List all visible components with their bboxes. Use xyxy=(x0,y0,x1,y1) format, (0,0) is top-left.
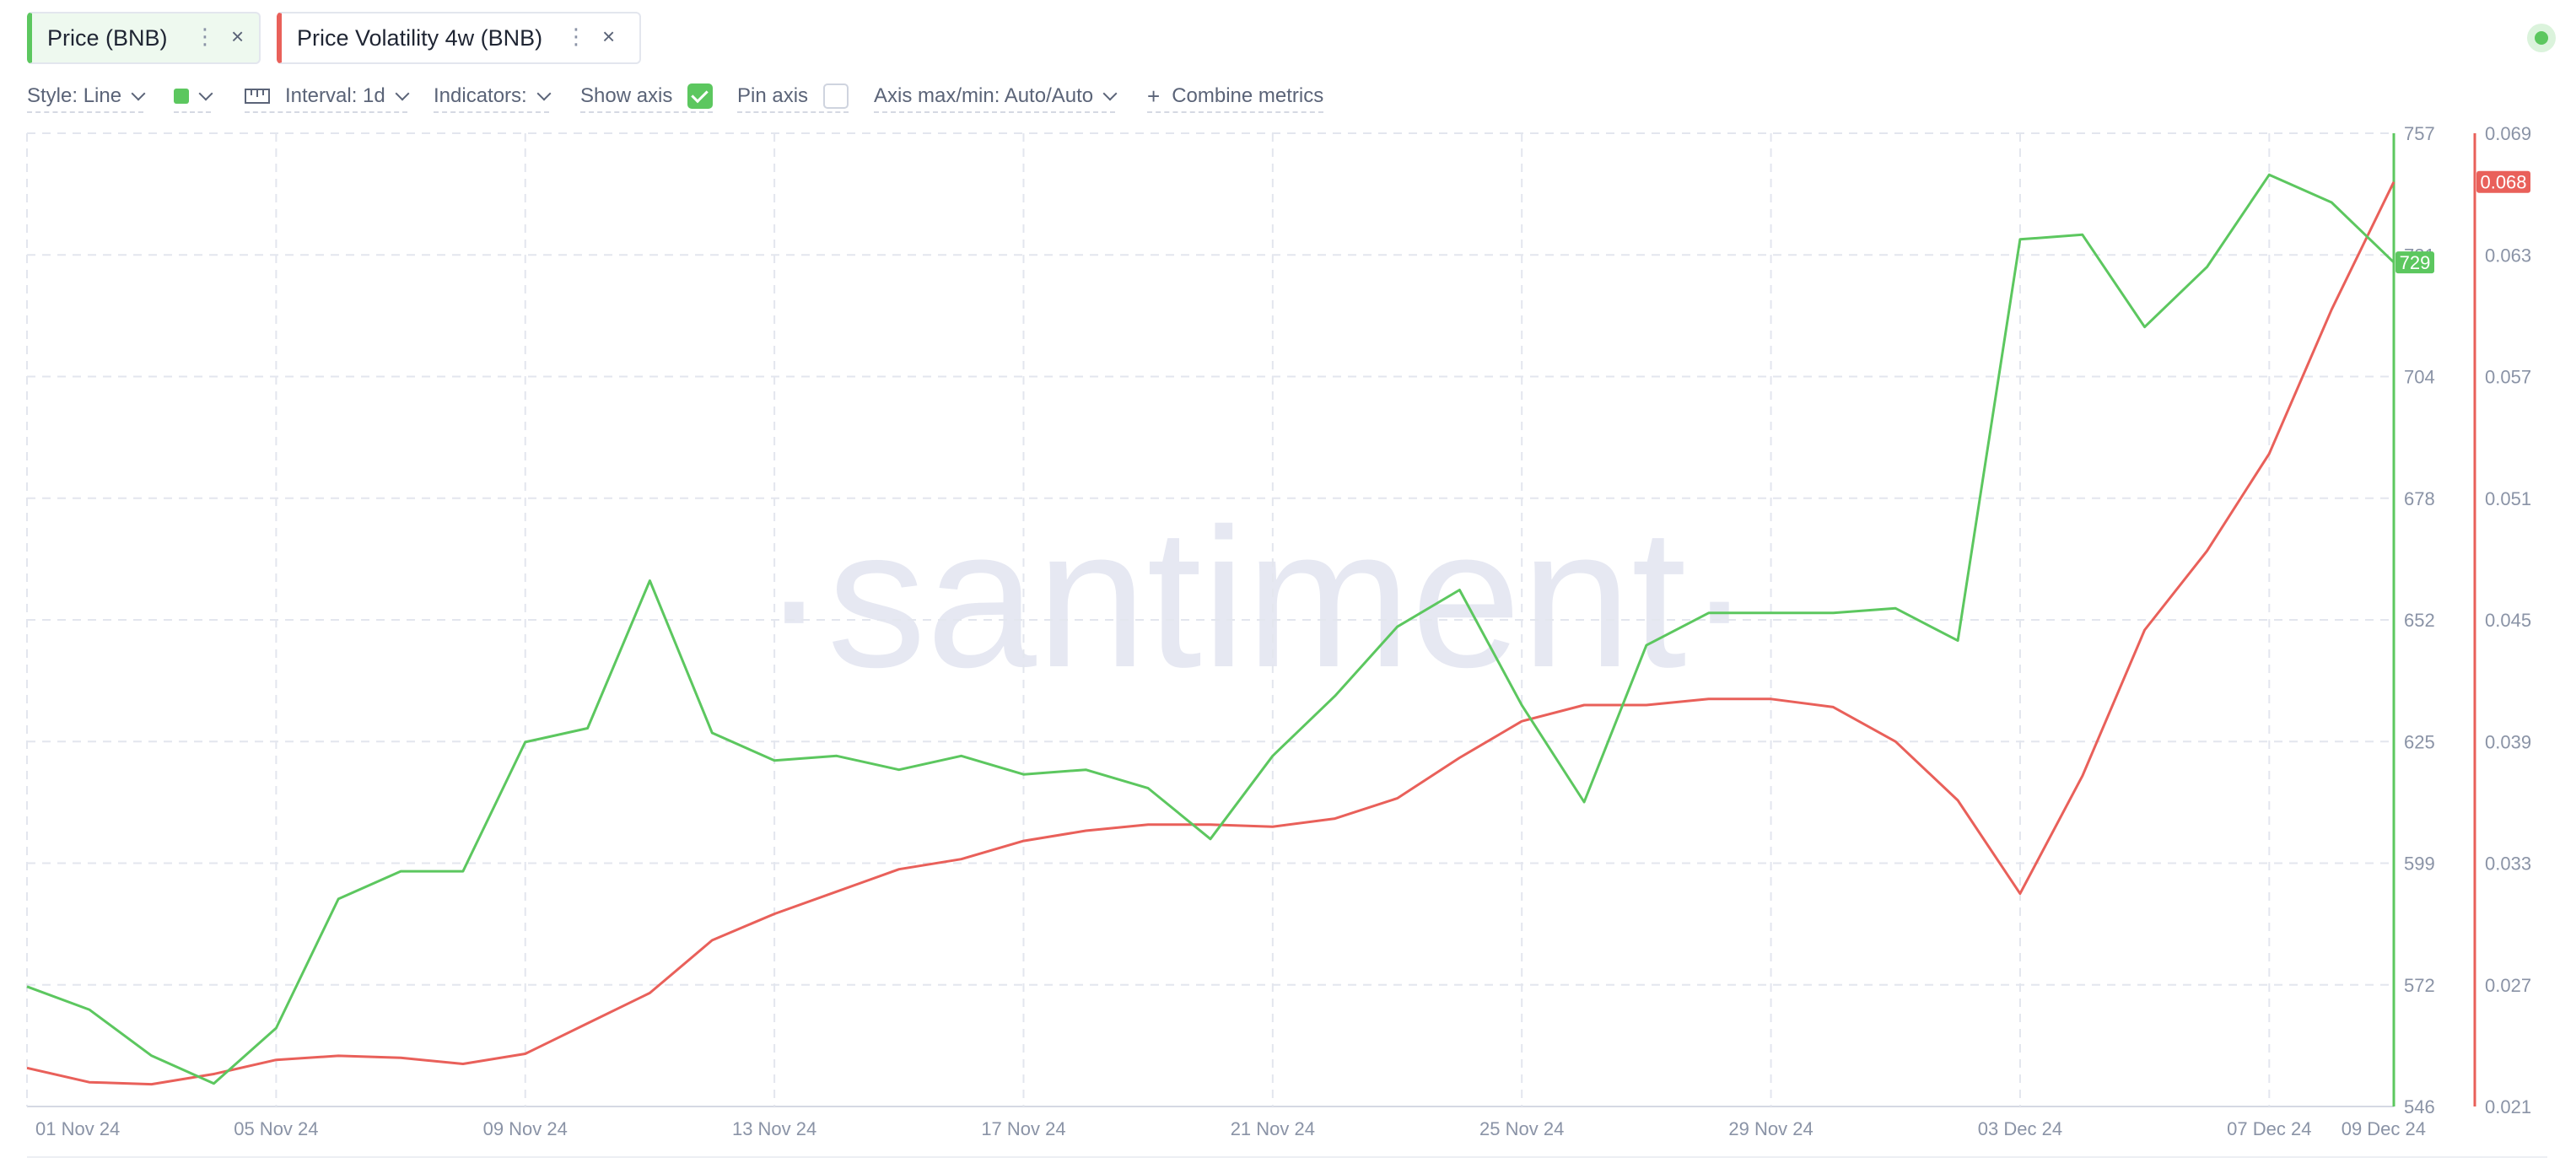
x-axis-tick-label: 29 Nov 24 xyxy=(1728,1118,1813,1139)
left-axis-tick-label: 625 xyxy=(2404,731,2435,752)
ruler-icon xyxy=(245,89,270,104)
metric-tab-label: Price Volatility 4w (BNB) xyxy=(297,24,543,51)
x-axis-tick-label: 01 Nov 24 xyxy=(35,1118,120,1139)
combine-metrics-label: Combine metrics xyxy=(1172,84,1324,107)
left-axis-tick-label: 757 xyxy=(2404,123,2435,144)
close-icon[interactable]: × xyxy=(231,24,245,49)
right-axis-tick-label: 0.021 xyxy=(2485,1096,2531,1117)
left-axis-tick-label: 546 xyxy=(2404,1096,2435,1117)
right-axis-tick-label: 0.033 xyxy=(2485,853,2531,875)
x-axis-tick-label: 21 Nov 24 xyxy=(1231,1118,1315,1139)
indicators-label: Indicators: xyxy=(434,84,527,107)
combine-metrics-button[interactable]: + Combine metrics xyxy=(1147,81,1324,113)
style-label: Style: Line xyxy=(27,84,122,107)
left-axis-tick-label: 652 xyxy=(2404,610,2435,631)
x-axis-tick-label: 03 Dec 24 xyxy=(1978,1118,2062,1139)
metric-tab-label: Price (BNB) xyxy=(47,24,168,51)
series-line-volatility xyxy=(26,181,2395,1086)
live-status-icon xyxy=(2527,24,2556,52)
color-swatch xyxy=(174,89,189,104)
x-axis-tick-label: 05 Nov 24 xyxy=(234,1118,318,1139)
interval-label: Interval: 1d xyxy=(285,84,385,107)
volatility-last-value-label: 0.068 xyxy=(2480,172,2526,193)
right-axis-tick-label: 0.063 xyxy=(2485,245,2531,266)
show-axis-checkbox[interactable] xyxy=(687,83,714,109)
pin-axis-label: Pin axis xyxy=(737,84,809,107)
plus-icon: + xyxy=(1147,83,1161,109)
right-axis-tick-label: 0.051 xyxy=(2485,488,2531,509)
metric-tab-price[interactable]: Price (BNB) ⋮ × xyxy=(27,12,261,64)
santiment-watermark: ·santiment· xyxy=(761,487,1752,708)
x-axis-tick-label: 25 Nov 24 xyxy=(1479,1118,1564,1139)
left-axis-tick-label: 678 xyxy=(2404,488,2435,509)
price-last-value-badge xyxy=(2395,251,2434,274)
show-axis-toggle[interactable]: Show axis xyxy=(580,81,714,113)
x-axis-tick-label: 07 Dec 24 xyxy=(2227,1118,2311,1139)
left-axis-tick-label: 704 xyxy=(2404,367,2435,388)
interval-dropdown[interactable]: Interval: 1d xyxy=(245,81,410,113)
metric-tab-volatility[interactable]: Price Volatility 4w (BNB) ⋮ × xyxy=(277,12,641,64)
left-axis-tick-label: 572 xyxy=(2404,975,2435,996)
indicators-dropdown[interactable]: Indicators: xyxy=(434,81,552,113)
right-axis-tick-label: 0.069 xyxy=(2485,123,2531,144)
more-options-icon[interactable]: ⋮ xyxy=(194,24,216,49)
right-axis-tick-label: 0.027 xyxy=(2485,975,2531,996)
axis-maxmin-label: Axis max/min: Auto/Auto xyxy=(874,84,1094,107)
more-options-icon[interactable]: ⋮ xyxy=(565,24,587,49)
color-picker[interactable] xyxy=(174,81,213,113)
axis-maxmin-dropdown[interactable]: Axis max/min: Auto/Auto xyxy=(874,81,1118,113)
right-axis-tick-label: 0.057 xyxy=(2485,367,2531,388)
right-axis-tick-label: 0.045 xyxy=(2485,610,2531,631)
x-axis-tick-label: 13 Nov 24 xyxy=(732,1118,816,1139)
x-axis-tick-label: 09 Dec 24 xyxy=(2342,1118,2426,1139)
close-icon[interactable]: × xyxy=(602,24,616,49)
x-axis-tick-label: 17 Nov 24 xyxy=(981,1118,1065,1139)
pin-axis-toggle[interactable]: Pin axis xyxy=(737,81,849,113)
pin-axis-checkbox[interactable] xyxy=(823,83,849,109)
show-axis-label: Show axis xyxy=(580,84,673,107)
style-dropdown[interactable]: Style: Line xyxy=(27,81,146,113)
right-axis-tick-label: 0.039 xyxy=(2485,731,2531,752)
price-last-value-label: 729 xyxy=(2400,252,2431,273)
x-axis-tick-label: 09 Nov 24 xyxy=(483,1118,568,1139)
left-axis-tick-label: 599 xyxy=(2404,853,2435,875)
series-line-price xyxy=(26,173,2395,1085)
volatility-last-value-badge xyxy=(2476,170,2530,193)
